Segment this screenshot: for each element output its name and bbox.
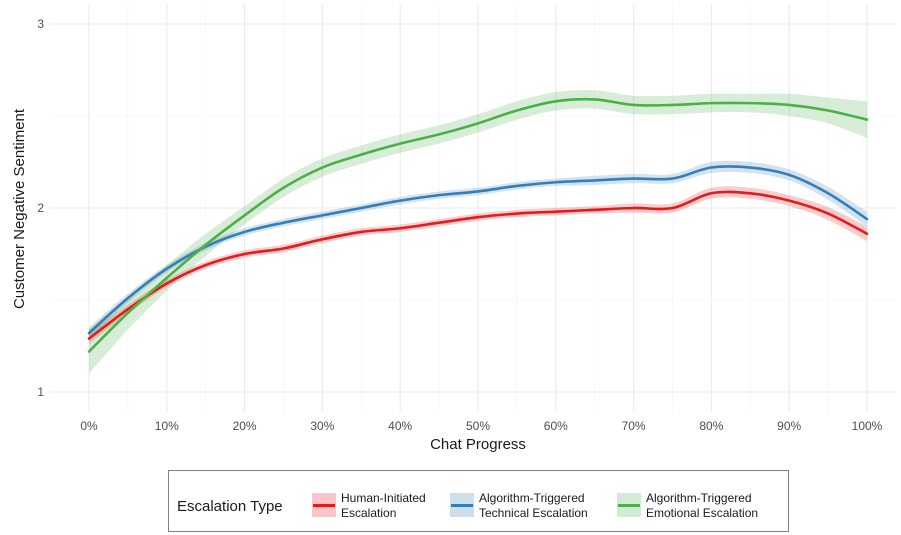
x-tick-label: 50% <box>466 419 490 433</box>
y-tick-label: 2 <box>37 201 44 215</box>
x-tick-label: 40% <box>388 419 412 433</box>
x-tick-label: 10% <box>155 419 179 433</box>
x-tick-label: 90% <box>777 419 801 433</box>
legend-key-human <box>312 493 336 517</box>
x-tick-label: 100% <box>852 419 883 433</box>
major-gridlines <box>50 4 896 412</box>
confidence-band-technical <box>89 160 867 339</box>
legend-label-human: Human-Initiated Escalation <box>341 491 426 520</box>
legend-title: Escalation Type <box>177 498 283 515</box>
series-line-human <box>87 190 869 340</box>
line-chart: 1 2 3 0% 10% 20% 30% 40% 50% 60% 70% 80% 90% 100% Ch… <box>11 4 896 453</box>
legend-label-technical: Algorithm-Triggered Technical Escalation <box>479 491 588 520</box>
x-axis-title: Chat Progress <box>430 436 526 453</box>
legend: Escalation Type Human-Initiated Escalati… <box>168 470 789 532</box>
series-line-emotional <box>87 97 869 353</box>
x-tick-label: 70% <box>622 419 646 433</box>
legend-label-emotional: Algorithm-Triggered Emotional Escalation <box>646 491 759 520</box>
legend-key-emotional <box>617 493 641 517</box>
series-lines <box>87 97 869 353</box>
legend-key-technical <box>450 493 474 517</box>
x-tick-label: 30% <box>310 419 334 433</box>
series-line-technical <box>87 165 869 335</box>
x-tick-labels: 0% 10% 20% 30% 40% 50% 60% 70% 80% 90% 100% <box>80 419 882 433</box>
y-axis-title: Customer Negative Sentiment <box>11 108 28 309</box>
y-tick-label: 1 <box>37 385 44 399</box>
y-tick-label: 3 <box>37 17 44 31</box>
y-tick-labels: 1 2 3 <box>37 17 44 399</box>
x-tick-label: 60% <box>544 419 568 433</box>
x-tick-label: 20% <box>233 419 257 433</box>
x-tick-label: 80% <box>699 419 723 433</box>
x-tick-label: 0% <box>80 419 98 433</box>
